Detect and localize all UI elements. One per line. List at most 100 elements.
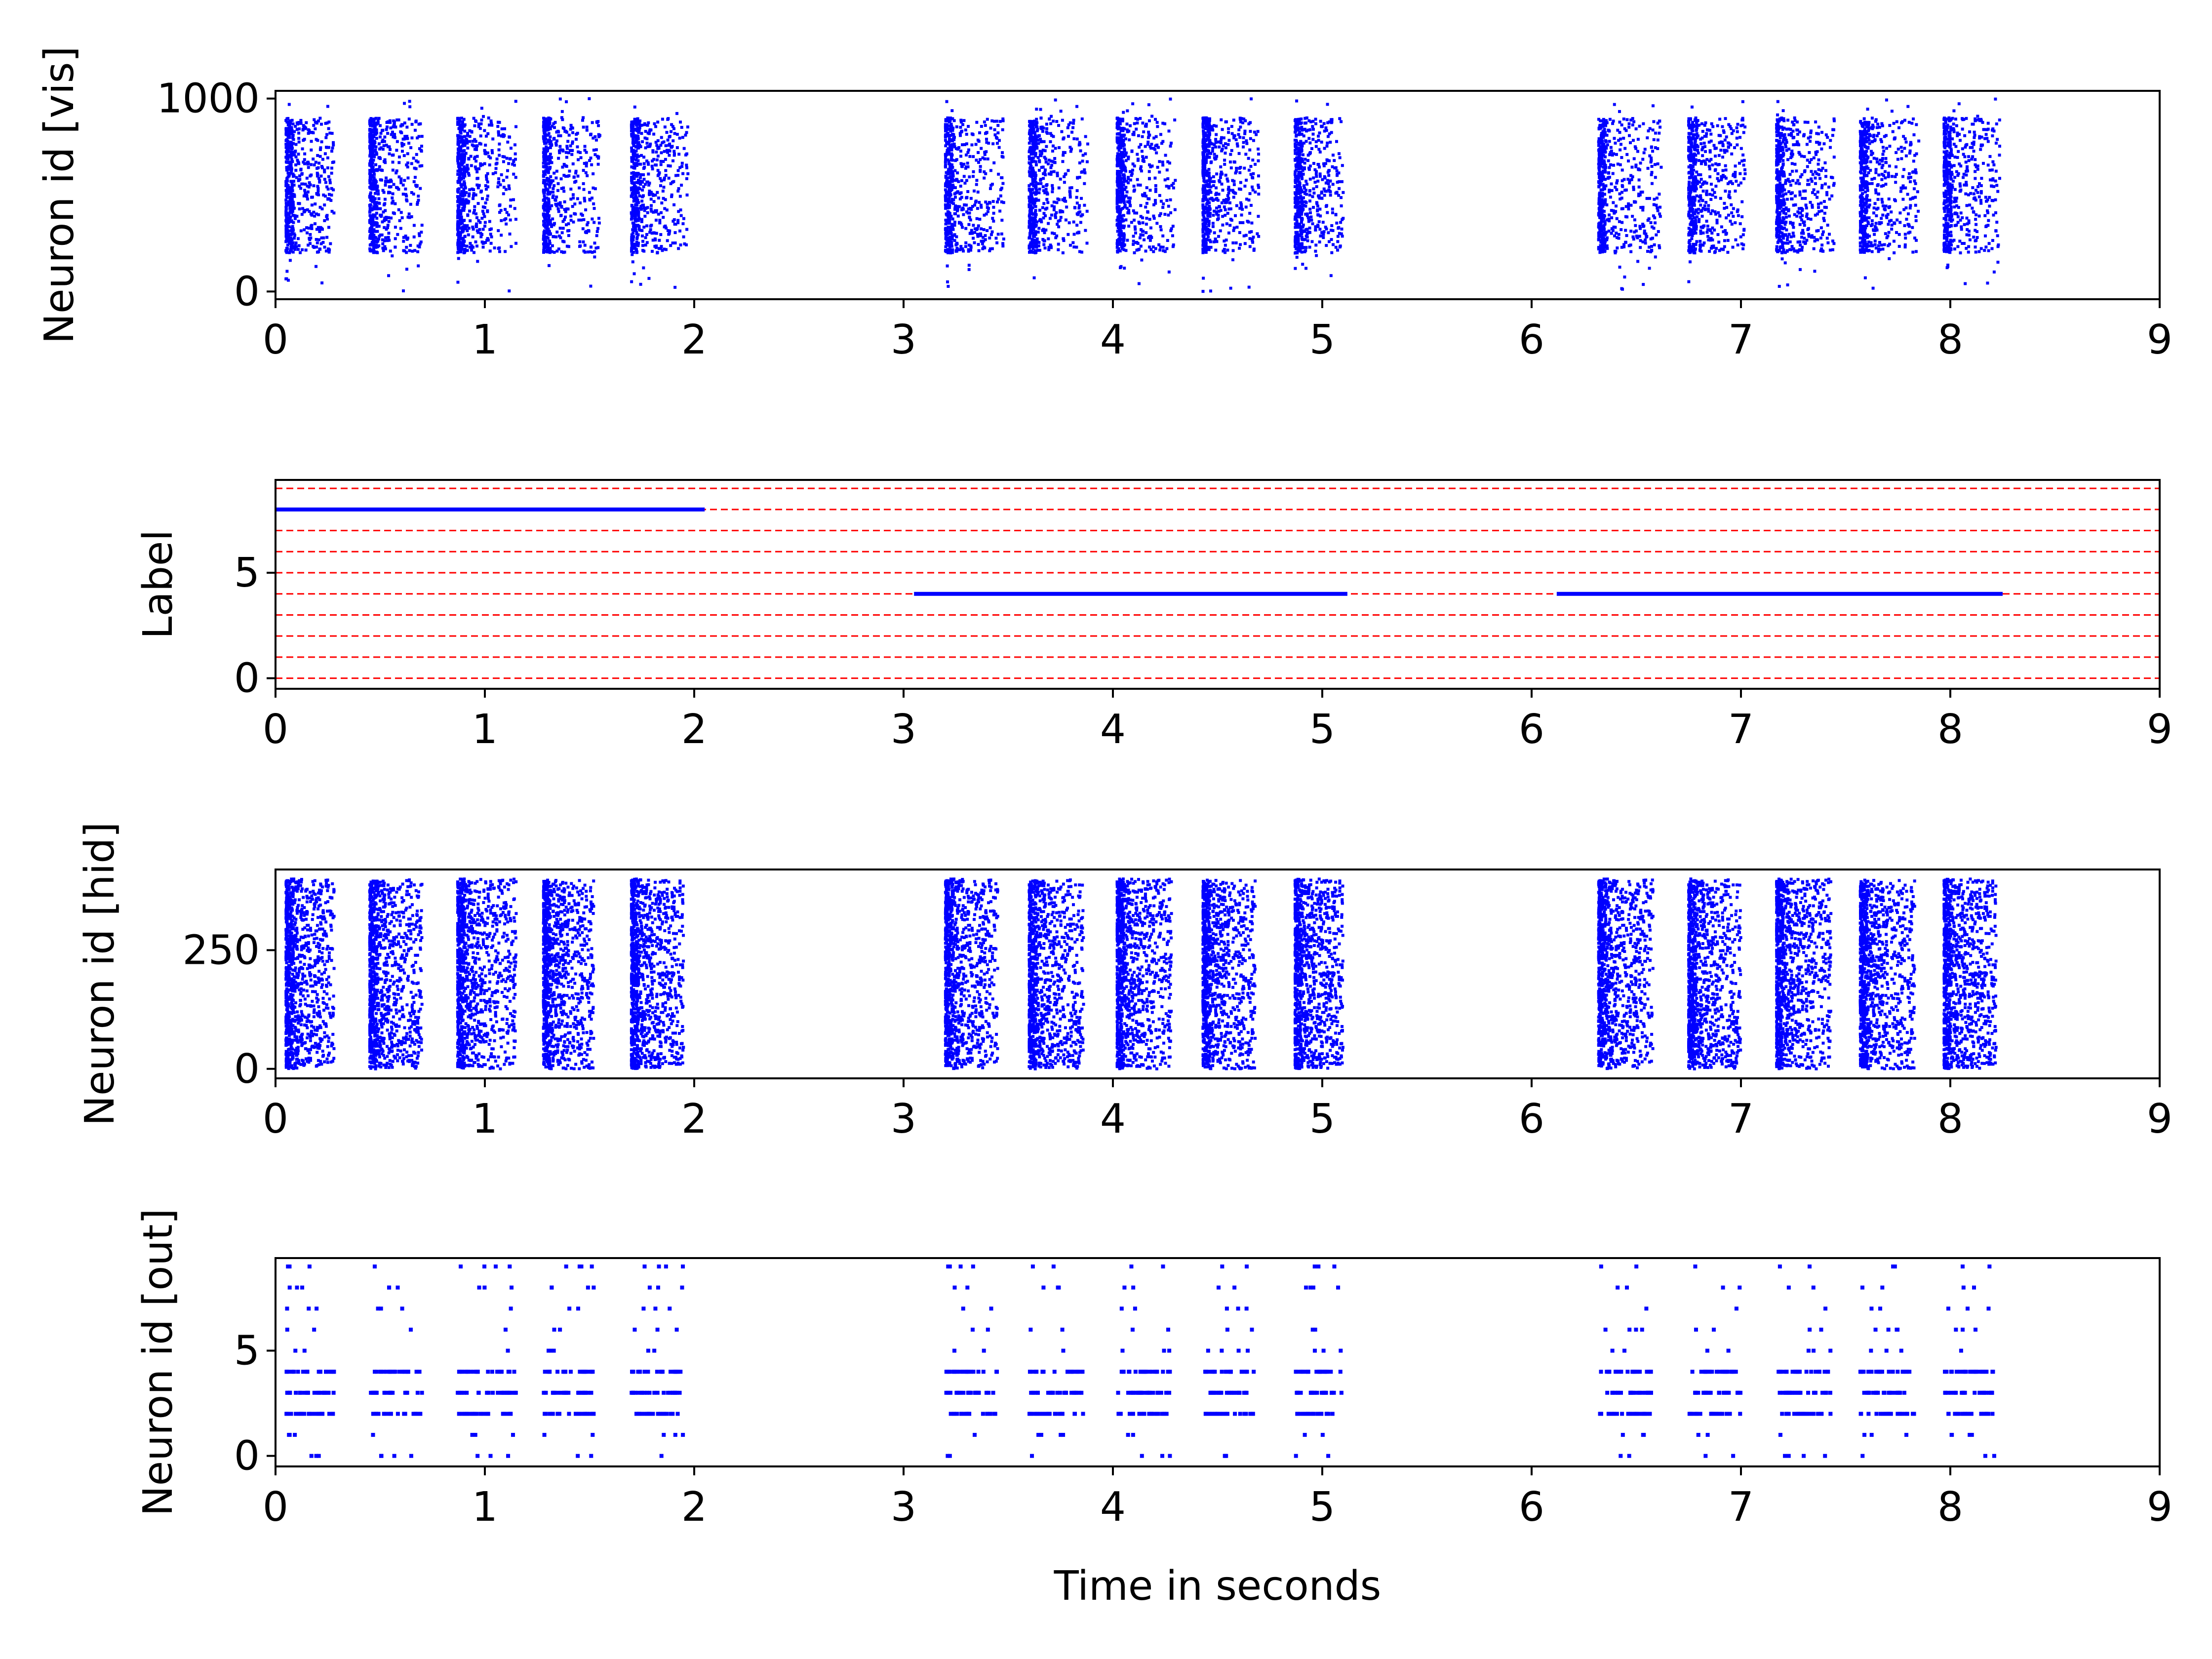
spike xyxy=(1257,174,1260,177)
spike xyxy=(312,124,315,127)
spike xyxy=(418,245,421,248)
spike xyxy=(577,219,580,222)
spike xyxy=(637,131,640,134)
spike xyxy=(378,165,381,168)
spike xyxy=(289,164,292,167)
spike xyxy=(1042,202,1045,205)
spike xyxy=(653,232,656,235)
spike xyxy=(1126,130,1129,133)
spike xyxy=(1039,150,1042,153)
spike xyxy=(556,130,559,133)
spike xyxy=(632,133,635,136)
spike xyxy=(408,105,411,108)
spike xyxy=(370,226,373,229)
spike xyxy=(318,230,321,233)
spike xyxy=(399,124,402,127)
spike xyxy=(1030,250,1033,253)
spike xyxy=(1029,192,1032,195)
spike xyxy=(1249,137,1252,140)
spike xyxy=(591,218,593,221)
spike xyxy=(956,190,959,193)
spike xyxy=(543,129,546,132)
spike xyxy=(945,129,948,132)
spike xyxy=(1028,129,1031,132)
spike xyxy=(1124,218,1127,221)
spike xyxy=(467,172,470,175)
spike xyxy=(1118,208,1121,211)
spike xyxy=(286,243,289,246)
spike xyxy=(486,132,489,135)
spike xyxy=(945,118,948,121)
spike xyxy=(506,157,509,160)
spike xyxy=(316,154,319,157)
spike xyxy=(585,151,588,154)
spike xyxy=(945,124,948,127)
spike xyxy=(397,161,400,164)
spike xyxy=(945,141,948,144)
spike xyxy=(1154,184,1157,187)
spike xyxy=(297,248,300,251)
spike xyxy=(468,193,471,196)
spike xyxy=(1040,140,1043,143)
spike xyxy=(1239,166,1242,169)
spike xyxy=(962,249,965,252)
spike xyxy=(989,169,992,172)
spike xyxy=(1143,238,1146,241)
spike xyxy=(375,243,378,246)
spike xyxy=(639,176,642,179)
spike xyxy=(395,171,397,174)
spike xyxy=(633,165,636,168)
spike xyxy=(481,197,484,200)
spike xyxy=(1161,206,1164,209)
spike xyxy=(458,240,461,243)
spike xyxy=(375,225,378,228)
spike xyxy=(396,140,399,143)
spike xyxy=(291,241,294,244)
spike xyxy=(285,161,288,164)
spike xyxy=(1041,130,1044,133)
spike xyxy=(1140,215,1143,218)
spike xyxy=(664,169,667,172)
spike xyxy=(950,241,953,244)
spike xyxy=(285,195,288,198)
spike xyxy=(1167,185,1170,188)
spike xyxy=(648,231,651,234)
spike xyxy=(476,229,479,232)
spike xyxy=(1117,132,1120,135)
spike xyxy=(323,219,326,222)
spike xyxy=(582,116,585,119)
spike xyxy=(972,237,975,240)
spike xyxy=(487,117,490,119)
spike xyxy=(320,123,323,126)
spike xyxy=(1059,178,1062,181)
spike xyxy=(486,209,489,212)
spike xyxy=(597,124,600,127)
spike xyxy=(512,173,515,176)
spike xyxy=(461,145,464,148)
spike xyxy=(1227,192,1230,195)
spike xyxy=(1241,208,1244,211)
spike xyxy=(471,226,474,229)
spike xyxy=(1235,167,1238,170)
spike xyxy=(1145,223,1148,226)
spike xyxy=(463,251,466,254)
spike xyxy=(545,141,548,144)
spike xyxy=(946,233,948,236)
spike xyxy=(557,157,560,160)
spike xyxy=(1209,289,1212,292)
spike xyxy=(947,210,949,213)
spike xyxy=(1237,128,1240,131)
spike xyxy=(1034,251,1037,254)
spike xyxy=(1049,217,1052,220)
spike xyxy=(464,235,467,238)
spike xyxy=(290,203,293,206)
spike xyxy=(982,239,985,242)
spike xyxy=(668,154,671,157)
spike xyxy=(948,119,951,122)
spike xyxy=(668,232,671,235)
spike xyxy=(543,250,546,253)
spike xyxy=(297,137,300,140)
spike xyxy=(1119,171,1122,174)
spike xyxy=(656,191,659,194)
spike xyxy=(555,196,558,198)
